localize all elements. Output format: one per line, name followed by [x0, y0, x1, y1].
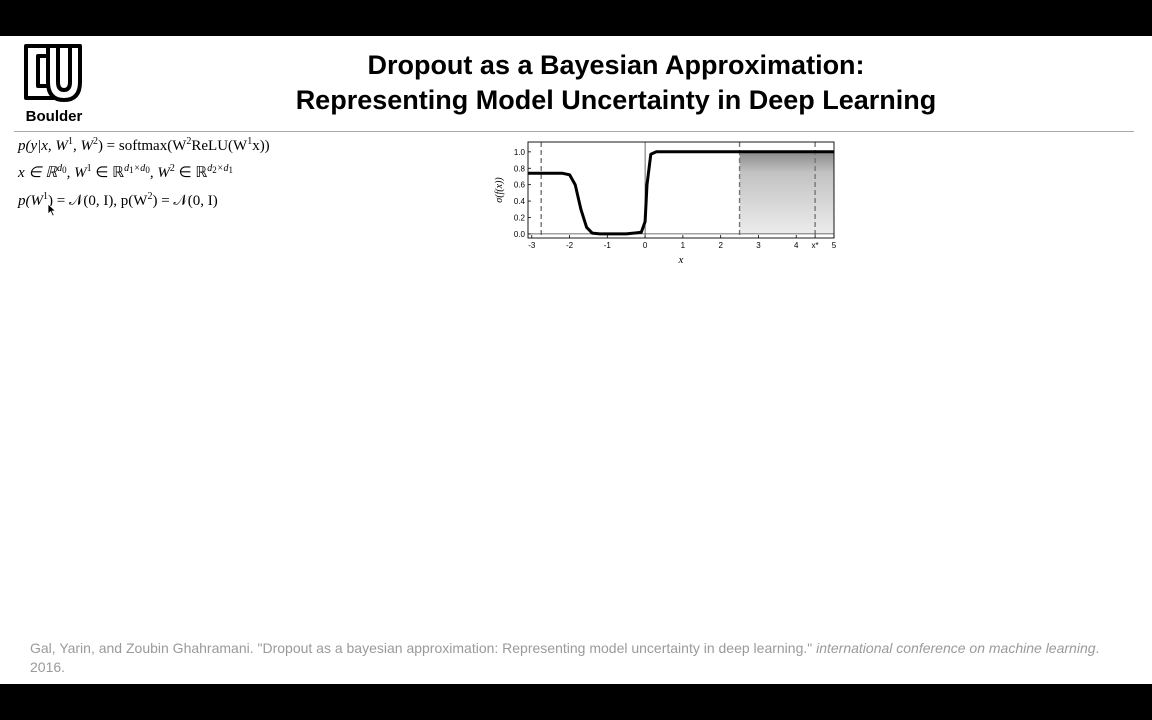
slide-title: Dropout as a Bayesian Approximation: Rep…	[150, 48, 1082, 118]
uncertainty-region	[739, 151, 834, 234]
y-axis-label: σ(f(x))	[494, 177, 505, 203]
citation: Gal, Yarin, and Zoubin Ghahramani. "Drop…	[30, 639, 1130, 677]
x-tick-label: -3	[528, 241, 536, 250]
citation-venue: international conference on machine lear…	[816, 640, 1096, 656]
y-axis-ticks: 0.0 0.2 0.4 0.6 0.8 1.0	[514, 148, 531, 239]
x-axis-label: x	[678, 254, 684, 266]
y-tick-label: 0.8	[514, 164, 526, 173]
x-tick-label: 5	[832, 241, 837, 250]
plot-frame	[527, 141, 835, 239]
equation-dimensions: x ∈ ℝd0, W1 ∈ ℝd1×d0, W2 ∈ ℝd2×d1	[18, 163, 234, 182]
citation-year: . 2016.	[30, 640, 1100, 675]
y-tick-label: 0.2	[514, 213, 526, 222]
x-tick-label: x*	[812, 241, 819, 250]
mouse-cursor-icon	[47, 203, 57, 217]
logo-text: Boulder	[25, 108, 83, 125]
x-axis-ticks: -3 -2 -1 0 1 2 3 4 x* 5	[528, 235, 837, 250]
y-tick-label: 1.0	[514, 148, 526, 157]
y-tick-label: 0.4	[514, 197, 526, 206]
slide: Boulder Dropout as a Bayesian Approximat…	[0, 36, 1152, 684]
y-tick-label: 0.0	[514, 230, 526, 239]
x-tick-label: -1	[604, 241, 612, 250]
x-tick-label: 2	[718, 241, 723, 250]
dashed-reference-lines	[540, 142, 816, 238]
predictive-uncertainty-chart: -3 -2 -1 0 1 2 3 4 x* 5 0.0 0.2 0.4 0.6 0.8 1.0 x σ(f(…	[494, 141, 837, 266]
y-tick-label: 0.6	[514, 181, 526, 190]
x-tick-label: 3	[756, 241, 761, 250]
x-tick-label: -2	[566, 241, 574, 250]
x-tick-label: 4	[794, 241, 799, 250]
title-line-2: Representing Model Uncertainty in Deep L…	[295, 85, 937, 115]
title-divider	[14, 131, 1134, 132]
x-tick-label: 1	[681, 241, 686, 250]
equation-priors: p(W1) = 𝒩(0, I), p(W2) = 𝒩(0, I)	[18, 191, 218, 210]
cu-logo-icon	[24, 44, 82, 102]
cu-boulder-logo: Boulder	[14, 42, 92, 126]
citation-text: Gal, Yarin, and Zoubin Ghahramani. "Drop…	[30, 640, 817, 656]
x-tick-label: 0	[643, 241, 648, 250]
mean-prediction-line	[528, 150, 834, 236]
equation-likelihood: p(y|x, W1, W2) = softmax(W2ReLU(W1x))	[18, 136, 270, 155]
title-line-1: Dropout as a Bayesian Approximation:	[367, 50, 865, 80]
